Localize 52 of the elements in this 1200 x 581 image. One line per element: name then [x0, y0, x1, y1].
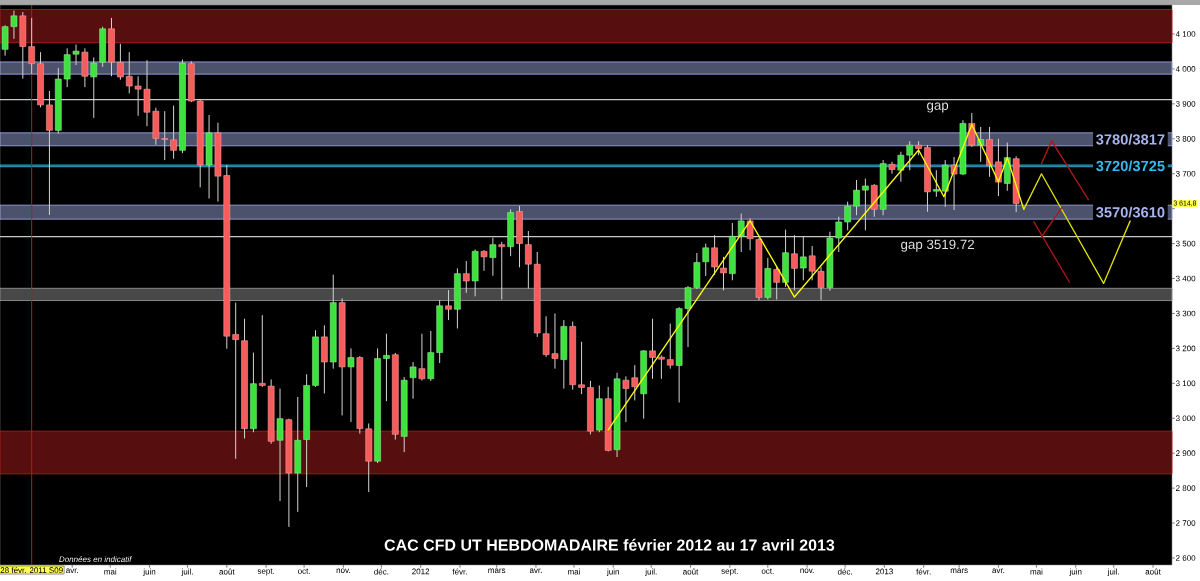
y-tick-label: 4 000 [1175, 66, 1196, 72]
x-tick-label: nov. [336, 568, 350, 573]
y-tick-label: 4 100 [1175, 31, 1196, 37]
x-tick-label: nov. [800, 568, 814, 573]
band-label: 3570/3610 [1096, 206, 1165, 218]
y-tick-label: 3 300 [1175, 310, 1196, 317]
x-tick-label: déc. [837, 568, 852, 575]
x-tick-label: 2012 [412, 568, 430, 575]
x-tick-label: août [683, 568, 699, 575]
y-tick-label: 2 700 [1176, 520, 1196, 526]
y-tick-label: 2 600 [1176, 555, 1196, 561]
y-tick-label: 3 500 [1175, 240, 1196, 247]
x-tick-label: févr. [452, 568, 467, 575]
x-tick-label: févr. [916, 568, 931, 575]
x-tick-label: sept. [721, 568, 738, 576]
x-tick-label: juil. [181, 568, 193, 577]
x-tick-label: avr. [66, 568, 78, 573]
y-tick-label: 3 200 [1175, 345, 1196, 352]
y-tick-label: 2 900 [1176, 450, 1196, 457]
y-tick-label: 3 800 [1175, 135, 1196, 142]
y-tick-label: 3 000 [1175, 415, 1196, 422]
x-tick-label: mai [104, 568, 117, 575]
y-tick-label: 3 100 [1175, 380, 1196, 387]
x-tick-label: juin [1069, 568, 1082, 577]
x-tick-label: oct. [297, 568, 310, 574]
x-tick-label: avr. [992, 568, 1005, 573]
x-tick-label: août [219, 568, 235, 575]
ref-line-label: gap 3519.72 [901, 239, 974, 252]
y-tick-label: 3 400 [1175, 275, 1196, 282]
x-tick-label: avr. [529, 568, 542, 573]
x-tick-label: sept. [257, 568, 275, 576]
y-tick-label: 2 800 [1176, 485, 1196, 491]
x-tick-label: juin [606, 568, 619, 577]
x-tick-label: août [1145, 568, 1161, 575]
band-label: 3720/3725 [1096, 160, 1165, 172]
x-tick-label: oct. [761, 568, 774, 574]
y-tick-label: 3 900 [1175, 101, 1196, 107]
x-tick-label: mars [488, 568, 506, 573]
x-tick-label: juil. [1107, 568, 1119, 577]
text: CAC CFD UT HEBDOMADAIRE février 2012 au 17 avril 2013 [384, 538, 835, 551]
band-label: 3780/3817 [1096, 133, 1165, 145]
x-tick-label: mai [1030, 568, 1043, 575]
x-tick-label: juin [143, 568, 156, 577]
ref-line-label: gap [927, 102, 949, 113]
annotation: Données en indicatif [59, 556, 133, 563]
x-tick-label: mai [568, 568, 580, 575]
x-tick-label: 2013 [875, 568, 893, 575]
x-tick-label: juil. [645, 568, 657, 577]
x-tick-label: déc. [374, 568, 389, 575]
x-tick-label: mars [950, 568, 968, 573]
y-tick-label: 3 700 [1175, 170, 1196, 177]
ref-line-label: 28 févr. 2011 S09 [0, 567, 63, 574]
